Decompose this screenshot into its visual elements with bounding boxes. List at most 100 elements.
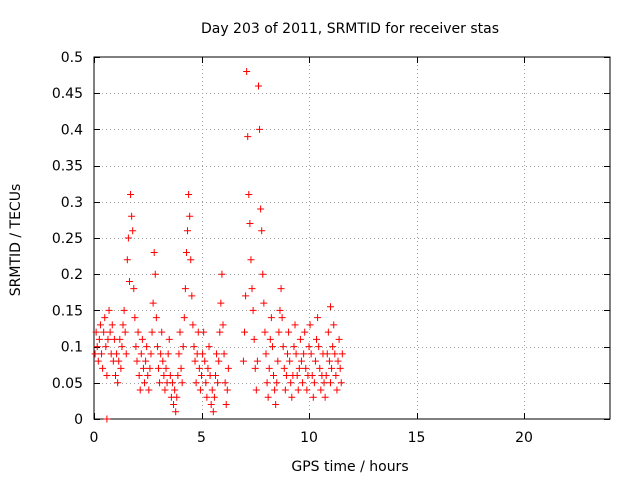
data-point	[241, 328, 248, 336]
data-point	[309, 393, 317, 401]
data-point	[286, 357, 294, 365]
data-point	[222, 401, 230, 409]
data-point	[102, 343, 110, 351]
data-point	[293, 372, 301, 380]
data-point	[153, 343, 161, 351]
data-point	[261, 328, 269, 336]
data-point	[329, 343, 337, 351]
data-point	[98, 350, 106, 358]
data-point	[310, 379, 318, 387]
data-point	[165, 335, 173, 343]
data-point	[306, 321, 314, 329]
x-tick-label: 5	[197, 430, 206, 446]
data-point	[179, 343, 187, 351]
data-point	[209, 408, 217, 416]
data-point	[132, 343, 140, 351]
data-point	[195, 364, 203, 372]
data-point	[202, 379, 210, 387]
data-point	[249, 306, 257, 314]
data-point	[285, 328, 293, 336]
grid	[94, 57, 610, 419]
x-tick-label: 0	[90, 430, 99, 446]
data-point	[166, 372, 174, 380]
data-point	[121, 328, 129, 336]
data-point	[164, 350, 172, 358]
data-point	[300, 350, 308, 358]
data-point	[262, 350, 270, 358]
data-point	[281, 386, 289, 394]
data-point	[104, 335, 112, 343]
data-point	[95, 335, 103, 343]
data-point	[302, 364, 310, 372]
data-point	[296, 335, 304, 343]
data-point	[101, 314, 109, 322]
data-point	[273, 379, 281, 387]
data-point	[146, 364, 154, 372]
data-point	[330, 321, 338, 329]
data-point	[303, 386, 311, 394]
data-point	[253, 357, 261, 365]
data-point	[327, 303, 334, 311]
data-point	[171, 386, 179, 394]
x-tick-label: 20	[515, 430, 533, 446]
data-point	[213, 350, 221, 358]
data-point	[220, 350, 228, 358]
data-point	[214, 379, 222, 387]
data-point	[264, 393, 272, 401]
data-point	[177, 364, 185, 372]
data-point	[113, 350, 121, 358]
y-tick-label: 0.4	[61, 122, 83, 138]
y-tick-label: 0.3	[61, 195, 83, 211]
y-tick-labels: 0 0.05 0.1 0.15 0.2 0.25 0.3 0.35 0.4 0.45 0.5	[52, 50, 83, 428]
data-point	[100, 328, 108, 336]
data-point	[247, 256, 255, 264]
data-point	[152, 314, 160, 322]
data-point	[181, 285, 189, 293]
data-point	[221, 379, 229, 387]
data-point	[91, 350, 99, 358]
data-point	[288, 393, 296, 401]
data-point	[144, 372, 152, 380]
data-point	[135, 372, 143, 380]
data-point	[175, 350, 183, 358]
y-tick-label: 0.2	[61, 267, 83, 283]
data-point	[294, 386, 302, 394]
data-point	[292, 350, 300, 358]
data-point	[151, 270, 159, 278]
data-point	[196, 386, 204, 394]
data-point	[275, 328, 283, 336]
data-point	[336, 364, 344, 372]
data-point	[223, 386, 231, 394]
data-point	[141, 379, 149, 387]
data-point	[210, 393, 218, 401]
data-point	[203, 393, 211, 401]
data-point	[287, 379, 295, 387]
data-point	[131, 314, 139, 322]
data-point	[271, 386, 279, 394]
data-point	[239, 357, 247, 365]
data-point	[258, 227, 266, 235]
data-point	[207, 401, 215, 409]
y-tick-label: 0.45	[52, 86, 83, 102]
data-point	[148, 328, 156, 336]
data-point	[162, 364, 170, 372]
data-point	[189, 321, 197, 329]
data-point	[125, 277, 133, 285]
data-point	[246, 220, 254, 228]
data-point	[112, 372, 119, 380]
x-tick-labels: 0 5 10 15 20	[90, 430, 533, 446]
data-point	[325, 357, 333, 365]
data-point	[158, 328, 166, 336]
data-point	[327, 379, 334, 387]
data-point	[182, 248, 190, 256]
data-point	[134, 328, 142, 336]
data-point	[314, 314, 322, 322]
data-point	[145, 386, 153, 394]
data-point	[147, 350, 155, 358]
data-point	[321, 393, 329, 401]
data-point	[218, 270, 226, 278]
data-point	[265, 364, 273, 372]
data-point	[295, 364, 303, 372]
data-point	[130, 285, 138, 293]
data-point	[263, 379, 271, 387]
